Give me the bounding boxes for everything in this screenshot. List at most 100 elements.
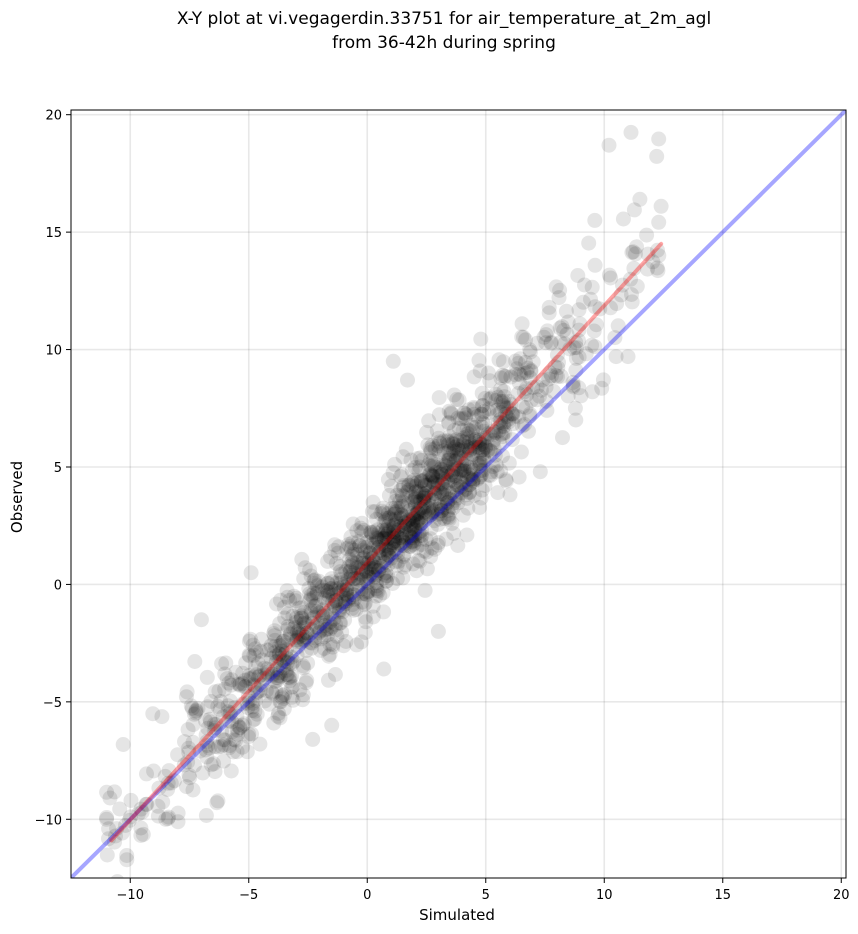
scatter-point [532,464,548,480]
scatter-point [155,794,171,810]
scatter-point [406,510,421,526]
scatter-point [501,411,517,427]
scatter-point [327,598,343,613]
scatter-point [362,560,378,576]
scatter-point [543,334,559,350]
scatter-point [370,522,385,538]
scatter-point [649,260,665,276]
scatter-point [306,573,322,589]
scatter-point [123,809,139,825]
scatter-point [186,706,202,722]
scatter-point [285,678,301,694]
scatter-point [386,524,401,540]
scatter-point [396,508,412,524]
scatter-point [522,342,538,358]
scatter-point [357,544,373,560]
scatter-point [217,666,233,682]
scatter-point [107,834,122,850]
scatter-point [450,447,465,463]
scatter-point [396,538,412,554]
scatter-point [324,717,340,733]
scatter-point [307,630,323,646]
scatter-point [345,555,361,571]
scatter-point [250,684,266,700]
scatter-point [357,625,373,640]
scatter-point [533,382,549,398]
scatter-point [481,401,497,417]
scatter-point [433,500,448,515]
scatter-point [220,698,236,714]
scatter-point [433,461,449,477]
scatter-point [400,512,416,528]
scatter-point [370,563,386,578]
scatter-point [480,365,496,381]
scatter-point [455,507,471,523]
scatter-point [271,705,286,721]
scatter-point [377,531,392,547]
scatter-point [493,381,509,397]
scatter-point [440,472,456,488]
scatter-point [436,511,452,527]
scatter-point [160,781,176,797]
scatter-point [380,472,396,487]
scatter-point [365,494,381,510]
scatter-point [306,585,322,601]
scatter-point [213,694,229,709]
scatter-point [341,559,357,575]
scatter-point [486,432,502,448]
scatter-point [378,573,394,589]
scatter-point [448,469,464,485]
scatter-point [501,455,517,471]
scatter-point [244,703,260,719]
plot-area-frame [70,109,847,879]
scatter-point [477,390,493,406]
scatter-point [282,626,298,642]
scatter-point [650,242,665,258]
scatter-point [541,305,557,321]
scatter-point [176,757,192,773]
scatter-point [492,435,508,451]
scatter-point [101,831,116,847]
scatter-point [532,388,547,404]
scatter-point [550,369,566,385]
scatter-point [388,511,403,527]
scatter-point [354,524,370,540]
scatter-point [503,397,519,412]
scatter-point [409,494,425,510]
scatter-point [248,692,264,708]
scatter-point [489,407,505,423]
scatter-point [207,764,223,780]
scatter-point [238,655,254,671]
scatter-point [246,647,262,663]
scatter-point [356,551,371,567]
scatter-point [458,410,473,426]
scatter-point [170,814,186,830]
scatter-point [544,368,559,384]
scatter-point [386,541,402,557]
scatter-point [291,622,307,638]
scatter-point [474,452,490,468]
scatter-point [466,369,482,385]
scatter-point [398,535,414,551]
scatter-point [389,557,405,573]
scatter-point [456,461,472,477]
scatter-point [418,532,434,548]
scatter-point [430,623,446,639]
scatter-point [245,695,261,711]
scatter-point [365,598,381,614]
scatter-point [432,484,448,499]
scatter-point [538,379,554,395]
scatter-point [216,737,232,753]
scatter-point [289,647,305,663]
scatter-point [587,212,603,228]
scatter-point [389,487,405,503]
scatter-point [461,477,477,493]
scatter-point [474,419,490,435]
scatter-point [571,322,587,338]
scatter-point [216,753,232,769]
scatter-point [409,506,425,522]
scatter-point [389,503,405,519]
scatter-point [451,420,467,436]
scatter-point [217,681,233,697]
